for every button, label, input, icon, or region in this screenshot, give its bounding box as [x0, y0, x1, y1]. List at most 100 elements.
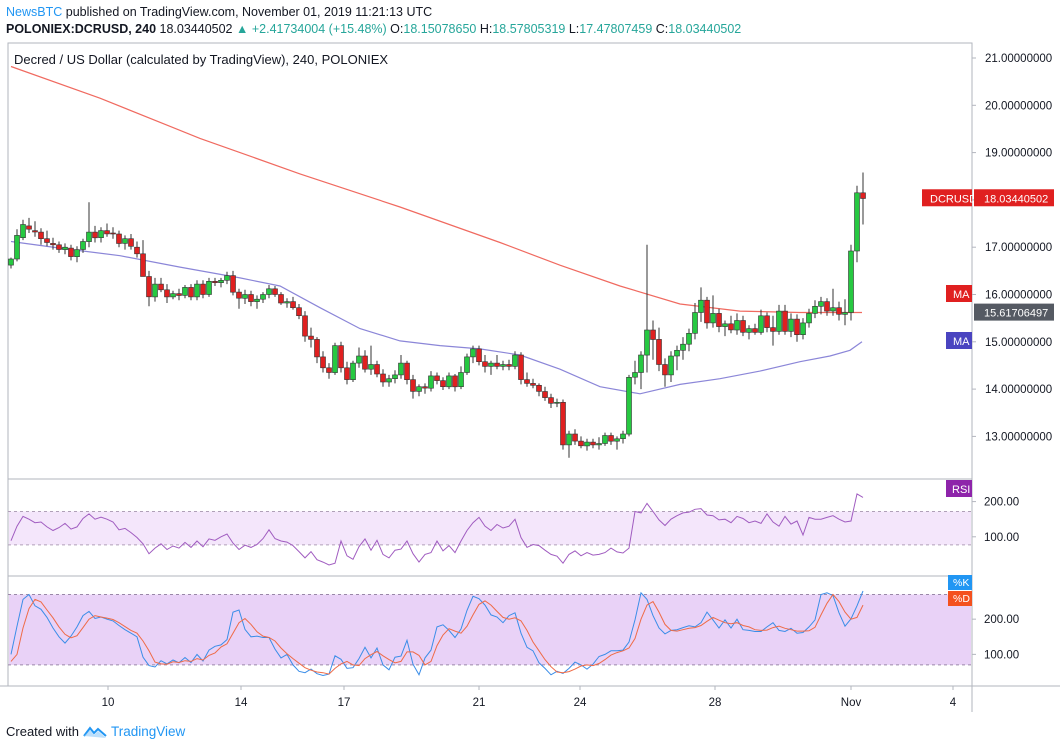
ohlc-line: POLONIEX:DCRUSD, 240 18.03440502 ▲ +2.41… [6, 22, 741, 36]
candle-down [362, 355, 368, 370]
candle-up [848, 250, 854, 313]
candle-up [806, 313, 812, 324]
candle-down [290, 301, 296, 309]
candle-up [620, 433, 626, 439]
ma-value: 15.61706497 [984, 308, 1048, 320]
created-with-label: Created with [6, 724, 79, 739]
open-label: O: [390, 22, 404, 36]
candle-down [560, 401, 566, 446]
candle-down [704, 299, 710, 324]
candle-up [566, 433, 572, 446]
candle-up [182, 287, 188, 296]
candle-down [140, 253, 146, 277]
candle-down [410, 379, 416, 392]
candle-down [572, 433, 578, 442]
last-price-badge [922, 189, 972, 207]
last-price-value-badge [974, 189, 1054, 207]
x-tick-label: 28 [709, 697, 722, 709]
y-tick-label: 19.00000000 [985, 148, 1052, 160]
low-label: L: [568, 22, 580, 36]
change-value: ▲ +2.41734004 (+15.48%) [236, 22, 387, 36]
x-tick-label: 10 [102, 697, 115, 709]
candle-up [284, 301, 290, 304]
low-value: 17.47807459 [579, 22, 653, 36]
candle-down [404, 362, 410, 381]
candle-up [14, 235, 20, 260]
candle-up [260, 294, 266, 300]
candle-up [584, 441, 590, 447]
candle-down [176, 293, 182, 296]
candle-down [662, 364, 668, 376]
open-value: 18.15078650 [403, 22, 477, 36]
candle-down [200, 283, 206, 295]
candle-down [530, 383, 536, 386]
candle-down [548, 397, 554, 404]
rsi-band [9, 511, 971, 545]
candle-down [308, 335, 314, 340]
candle-down [380, 373, 386, 383]
candle-up [332, 345, 338, 373]
high-label: H: [479, 22, 493, 36]
candle-down [146, 276, 152, 298]
candle-up [686, 332, 692, 345]
stoch-d-line [10, 593, 864, 675]
ma-badge-label: MA [953, 289, 970, 301]
ma-badge [946, 332, 972, 349]
candle-down [326, 367, 332, 373]
stoch-y-tick-label: 200.00 [984, 614, 1019, 626]
ma-value-badge [974, 303, 1054, 321]
last-price-badge-label: DCRUSD [930, 193, 977, 205]
candle-down [434, 375, 440, 381]
candle-down [50, 243, 56, 246]
candle-down [770, 327, 776, 332]
ma-slow-line [10, 65, 862, 314]
candle-up [254, 298, 260, 302]
candle-down [26, 225, 32, 230]
candle-up [500, 364, 506, 367]
candle-down [44, 238, 50, 243]
candle-down [752, 328, 758, 333]
candle-down [578, 440, 584, 447]
candle-down [836, 307, 842, 315]
candle-down [740, 320, 746, 333]
candle-up [428, 375, 434, 389]
candle-up [602, 435, 608, 444]
candle-up [8, 258, 14, 266]
tradingview-brand[interactable]: TradingView [110, 724, 186, 739]
candle-down [158, 283, 164, 291]
candle-up [86, 231, 92, 242]
candle-up [470, 348, 476, 358]
candle-up [512, 354, 518, 367]
candle-down [764, 315, 770, 328]
x-tick-label: Nov [841, 697, 862, 709]
candle-down [476, 348, 482, 362]
candle-up [854, 192, 860, 252]
candle-up [464, 356, 470, 373]
d-badge [948, 591, 972, 606]
candle-up [446, 375, 452, 388]
candle-down [32, 230, 38, 233]
candle-down [296, 307, 302, 317]
ma-fast-line [10, 240, 863, 395]
x-tick-label: 21 [473, 697, 486, 709]
stoch-band [9, 594, 971, 665]
candle-up [776, 310, 782, 332]
rsi-line [10, 493, 864, 566]
candle-down [608, 435, 614, 442]
candle-down [422, 386, 428, 389]
candle-down [656, 339, 662, 365]
candle-down [794, 318, 800, 336]
close-value: 18.03440502 [668, 22, 742, 36]
candle-up [350, 362, 356, 381]
candle-down [134, 246, 140, 255]
candle-down [38, 231, 44, 240]
publisher-link[interactable]: NewsBTC [6, 5, 63, 19]
candle-down [104, 230, 110, 235]
candle-up [818, 301, 824, 307]
candle-down [374, 364, 380, 375]
candle-up [368, 364, 374, 370]
candle-down [518, 354, 524, 380]
candle-down [188, 287, 194, 298]
tradingview-logo-icon [83, 725, 107, 738]
